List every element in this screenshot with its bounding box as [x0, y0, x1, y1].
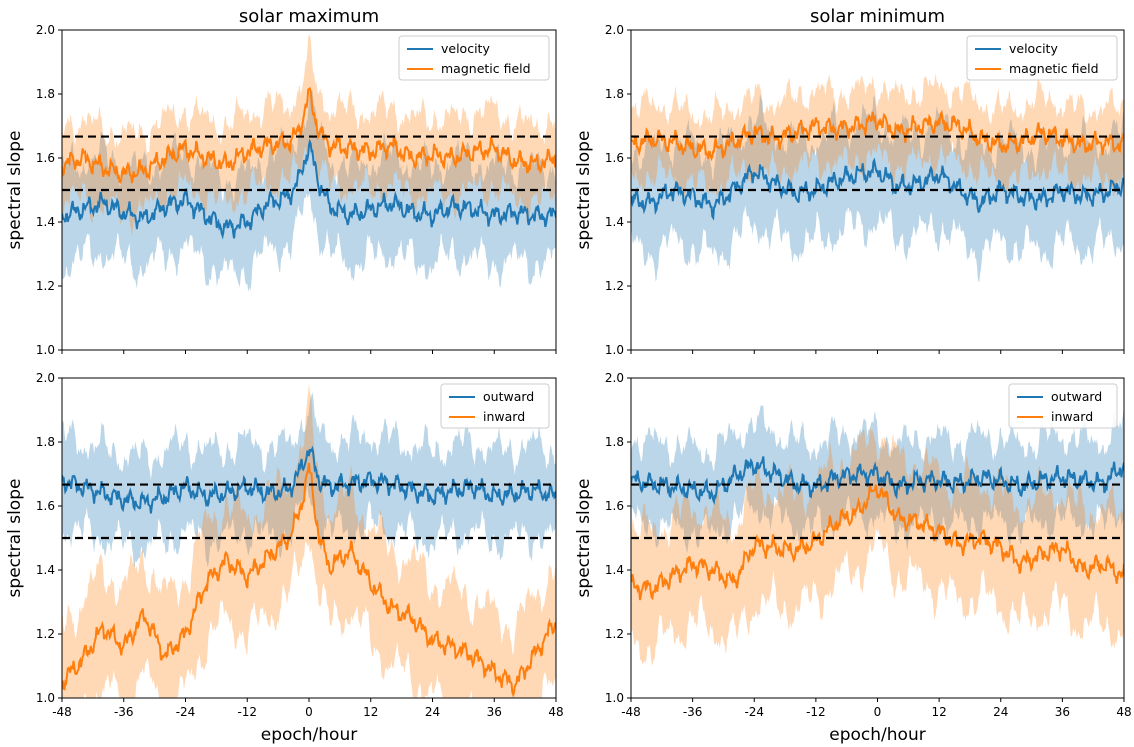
legend-box — [966, 35, 1118, 81]
y-tick-label: 1.2 — [605, 627, 624, 641]
x-tick-label: 48 — [1116, 705, 1131, 719]
y-axis-label: spectral slope — [5, 131, 25, 250]
x-tick-label: 24 — [993, 705, 1008, 719]
y-tick-label: 1.8 — [605, 435, 624, 449]
x-tick-label: 12 — [931, 705, 946, 719]
line-magnetic-field — [631, 109, 1124, 162]
panel-title: solar maximum — [239, 6, 379, 27]
panel-2: 1.0 1.2 1.4 1.6 1.8 2.0 solar minimum spectral … — [574, 6, 1125, 357]
y-tick-label: 2.0 — [36, 23, 55, 37]
y-tick-label: 1.0 — [605, 343, 624, 357]
y-tick-label: 1.4 — [36, 563, 55, 577]
y-tick-label: 1.0 — [36, 343, 55, 357]
plot-area — [631, 73, 1124, 283]
line-inward — [62, 462, 556, 698]
x-tick-label: 0 — [305, 705, 313, 719]
legend-box — [398, 35, 550, 81]
y-tick-label: 1.8 — [36, 435, 55, 449]
y-tick-label: 2.0 — [605, 23, 624, 37]
legend-label: inward — [1051, 409, 1093, 424]
legend: velocity magnetic field — [966, 35, 1118, 81]
plot-area — [631, 405, 1124, 667]
legend-label: magnetic field — [441, 61, 531, 76]
x-tick-label: -24 — [744, 705, 764, 719]
x-tick-label: 36 — [487, 705, 502, 719]
line-velocity — [631, 157, 1124, 221]
legend-label: magnetic field — [1009, 61, 1099, 76]
panel-title: solar minimum — [810, 6, 945, 27]
y-tick-label: 2.0 — [36, 371, 55, 385]
y-tick-label: 1.6 — [605, 151, 624, 165]
legend-label: velocity — [441, 41, 490, 56]
y-tick-label: 1.8 — [36, 87, 55, 101]
y-tick-label: 1.4 — [36, 215, 55, 229]
y-tick-label: 1.4 — [605, 215, 624, 229]
band-magnetic-field — [631, 73, 1124, 199]
x-tick-label: -48 — [621, 705, 641, 719]
y-tick-label: 1.0 — [605, 691, 624, 705]
y-tick-label: 1.6 — [36, 151, 55, 165]
x-tick-label: 0 — [874, 705, 882, 719]
band-inward — [62, 383, 556, 698]
x-tick-label: -36 — [683, 705, 703, 719]
x-tick-label: -48 — [52, 705, 72, 719]
legend-label: outward — [483, 389, 534, 404]
y-tick-label: 1.4 — [605, 563, 624, 577]
y-tick-label: 1.2 — [605, 279, 624, 293]
legend: outward inward — [440, 383, 550, 429]
panel-1: 1.0 1.2 1.4 1.6 1.8 2.0 solar maximum spectral … — [5, 6, 557, 357]
x-tick-label: -24 — [176, 705, 196, 719]
plot-area — [62, 383, 556, 698]
line-outward — [631, 456, 1124, 506]
panel-3: 1.0 1.2 1.4 1.6 1.8 2.0 -48 -36 -24 -12 0 12 24 36 48 s… — [5, 371, 564, 745]
x-axis-label: epoch/hour — [829, 725, 925, 745]
legend: velocity magnetic field — [398, 35, 550, 81]
y-tick-label: 2.0 — [605, 371, 624, 385]
line-magnetic-field — [62, 87, 556, 184]
band-outward — [62, 392, 556, 569]
legend-label: inward — [483, 409, 525, 424]
y-tick-label: 1.0 — [36, 691, 55, 705]
panel-4: 1.0 1.2 1.4 1.6 1.8 2.0 -48 -36 -24 -12 0 12 24 36 48 s… — [574, 371, 1132, 745]
y-tick-label: 1.8 — [605, 87, 624, 101]
x-tick-label: -12 — [237, 705, 257, 719]
band-velocity — [631, 93, 1124, 283]
x-tick-label: -12 — [806, 705, 826, 719]
band-inward — [631, 425, 1124, 667]
line-outward — [62, 445, 556, 514]
y-tick-label: 1.2 — [36, 627, 55, 641]
x-tick-label: -36 — [114, 705, 134, 719]
legend-label: outward — [1051, 389, 1102, 404]
y-axis-label: spectral slope — [574, 479, 594, 598]
x-tick-label: 48 — [548, 705, 563, 719]
y-axis-label: spectral slope — [574, 131, 594, 250]
x-tick-label: 12 — [363, 705, 378, 719]
band-velocity — [62, 85, 556, 292]
legend: outward inward — [1008, 383, 1118, 429]
y-tick-label: 1.2 — [36, 279, 55, 293]
x-tick-label: 36 — [1055, 705, 1070, 719]
x-axis-label: epoch/hour — [261, 725, 357, 745]
x-tick-label: 24 — [425, 705, 440, 719]
line-inward — [631, 483, 1124, 601]
line-velocity — [62, 138, 556, 240]
y-tick-label: 1.6 — [605, 499, 624, 513]
y-axis-label: spectral slope — [5, 479, 25, 598]
legend-label: velocity — [1009, 41, 1058, 56]
y-tick-label: 1.6 — [36, 499, 55, 513]
